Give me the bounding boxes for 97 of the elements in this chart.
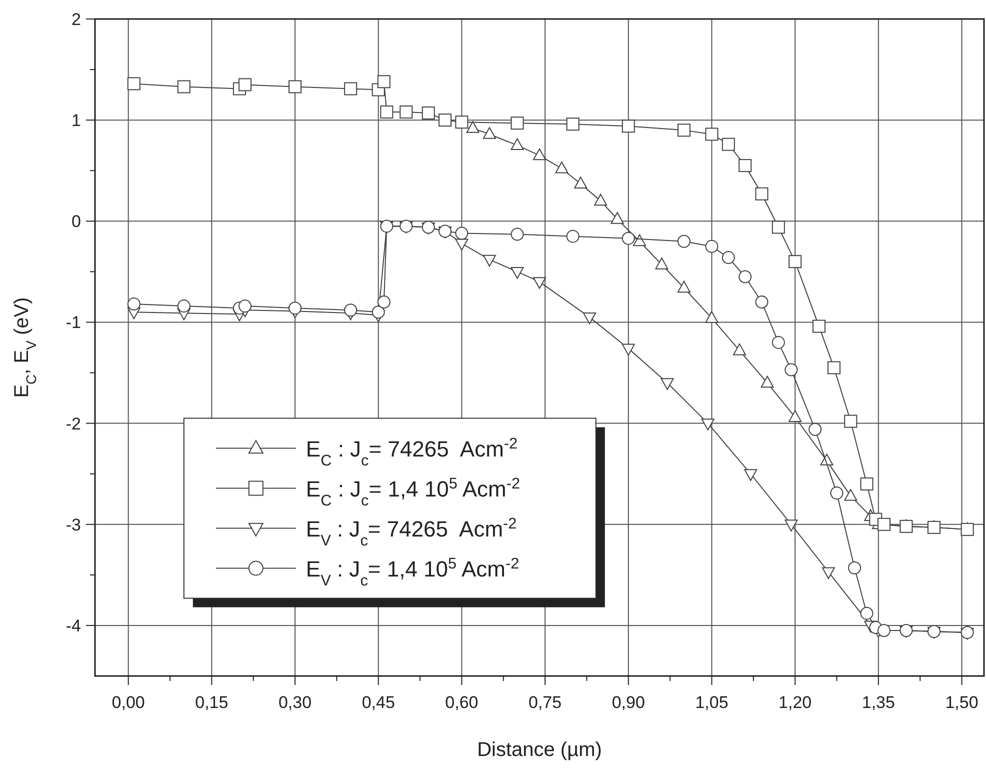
point	[655, 258, 668, 270]
point	[677, 234, 690, 248]
point	[738, 159, 752, 172]
point	[755, 187, 768, 200]
point	[455, 226, 468, 240]
point	[784, 363, 798, 376]
x-tick-label: 0,60	[445, 693, 478, 712]
legend-label: E$_{V}$ : J$_{c}$= 1,4 10$^{5}$ Acm$^{-2}$	[306, 554, 520, 589]
point	[510, 266, 524, 279]
point	[482, 127, 496, 139]
point	[827, 361, 840, 374]
x-tick-label: 0,75	[528, 693, 562, 712]
point	[574, 176, 588, 188]
point	[510, 116, 524, 130]
x-tick-label: 1,05	[695, 693, 728, 712]
x-tick-label: 1,20	[778, 693, 812, 712]
point	[380, 105, 394, 118]
y-tick-label: 2	[72, 10, 81, 29]
point	[510, 138, 524, 150]
point	[288, 302, 302, 315]
legend-label: E$_{C}$ : J$_{c}$= 74265 Acm$^{-2}$	[306, 434, 518, 469]
point	[533, 277, 546, 289]
point	[844, 414, 858, 428]
point	[701, 418, 714, 430]
point	[610, 212, 624, 224]
point	[372, 306, 385, 319]
point	[566, 118, 580, 131]
point	[482, 254, 496, 267]
point	[733, 343, 746, 356]
point	[438, 114, 452, 127]
x-tick-label: 0,30	[278, 693, 312, 712]
point	[808, 422, 822, 436]
point	[660, 378, 674, 390]
x-tick-label: 1,50	[945, 693, 978, 712]
point	[705, 311, 718, 323]
x-tick-label: 0,45	[362, 693, 395, 712]
point	[455, 238, 468, 250]
point	[772, 220, 785, 234]
point	[738, 270, 752, 284]
point	[127, 77, 140, 90]
x-axis-title: Distance (µm)	[477, 739, 602, 761]
point	[744, 469, 758, 481]
point	[622, 344, 635, 356]
point	[377, 296, 390, 309]
point	[510, 228, 524, 241]
point	[377, 75, 390, 88]
point	[788, 255, 802, 268]
y-tick-label: -2	[66, 414, 81, 434]
point	[127, 298, 140, 311]
legend-label: E$_{C}$ : J$_{c}$= 1,4 10$^{5}$ Acm$^{-2}$	[306, 474, 520, 509]
point	[784, 520, 798, 532]
point	[705, 240, 718, 253]
point	[400, 105, 413, 118]
y-tick-label: -3	[66, 515, 81, 534]
y-tick-label: -1	[66, 313, 81, 332]
point	[422, 106, 435, 120]
point	[466, 121, 480, 133]
point	[772, 336, 785, 349]
point	[722, 138, 735, 151]
point	[622, 232, 635, 245]
point	[860, 477, 874, 490]
point	[177, 300, 190, 313]
point	[822, 567, 835, 579]
y-tick-label: -4	[66, 616, 81, 636]
point	[344, 82, 358, 96]
point	[848, 561, 862, 574]
point	[594, 194, 608, 206]
point	[860, 606, 874, 620]
point	[705, 128, 718, 141]
x-tick-label: 1,35	[862, 693, 895, 712]
point	[812, 320, 826, 333]
point	[788, 410, 802, 422]
x-tick-label: 0,90	[612, 693, 645, 712]
point	[288, 80, 302, 94]
point	[877, 518, 890, 531]
point	[677, 124, 690, 137]
x-tick-label: 0,15	[195, 693, 228, 712]
point	[555, 161, 568, 174]
x-tick-label: 0,00	[112, 693, 145, 712]
point	[583, 312, 596, 324]
point	[844, 488, 858, 501]
point	[760, 376, 774, 388]
point	[177, 80, 190, 94]
y-tick-label: 0	[72, 212, 81, 232]
point	[633, 234, 646, 246]
point	[722, 251, 735, 264]
point	[622, 120, 635, 133]
point	[677, 280, 690, 293]
y-tick-label: 1	[72, 111, 81, 130]
legend-label: E$_{V}$ : J$_{c}$= 74265 Acm$^{-2}$	[306, 514, 517, 549]
point	[344, 304, 358, 317]
point	[533, 148, 546, 160]
point	[877, 624, 890, 638]
point	[455, 116, 468, 129]
point	[238, 78, 252, 92]
point	[755, 296, 768, 309]
point	[238, 300, 252, 313]
